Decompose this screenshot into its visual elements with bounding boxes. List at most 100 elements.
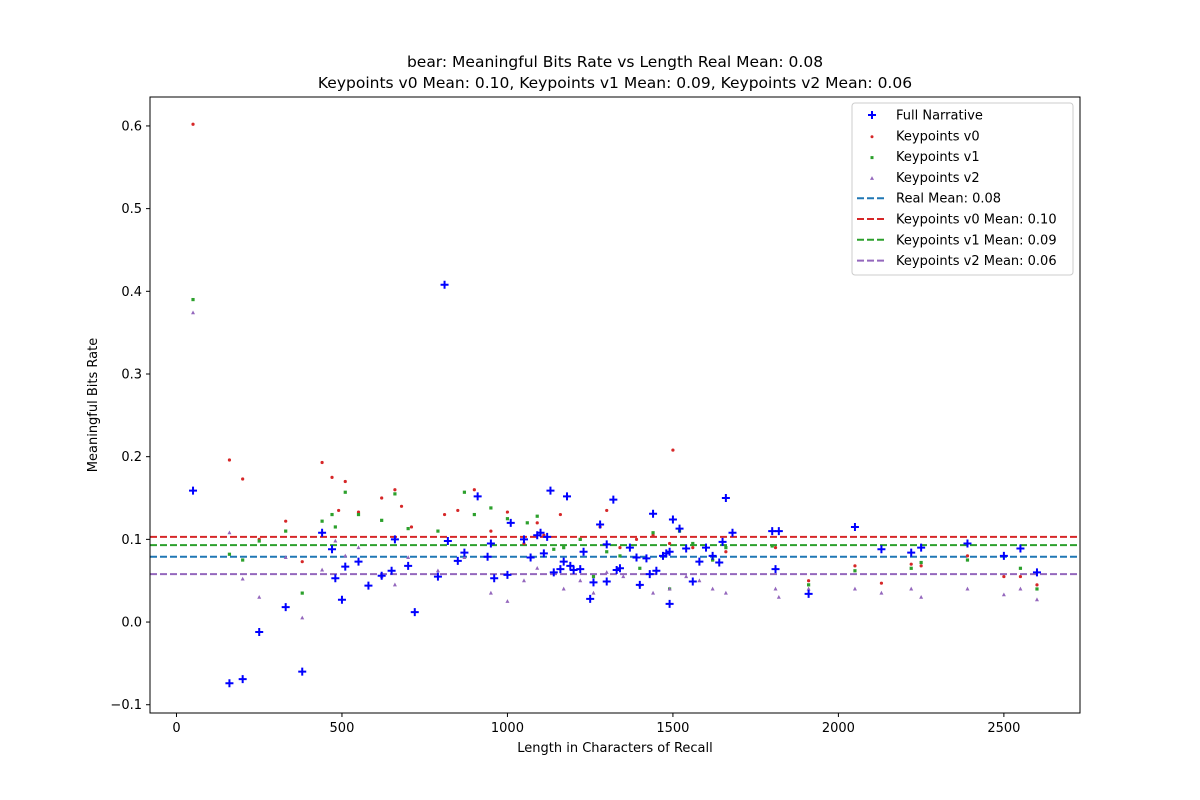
data-point-plus bbox=[387, 566, 396, 575]
data-point-plus bbox=[708, 551, 717, 560]
data-point-plus bbox=[632, 553, 641, 562]
data-point-square bbox=[807, 583, 811, 587]
data-point-plus bbox=[460, 548, 469, 557]
data-point-plus bbox=[328, 545, 337, 554]
x-tick-label: 2500 bbox=[987, 721, 1020, 736]
data-point-plus bbox=[615, 564, 624, 573]
data-point-square bbox=[257, 539, 261, 543]
legend-entry-label: Keypoints v0 Mean: 0.10 bbox=[896, 213, 1057, 228]
data-point-dot bbox=[456, 508, 460, 513]
data-point-triangle bbox=[710, 586, 715, 591]
data-point-dot bbox=[1002, 574, 1006, 579]
data-point-triangle bbox=[909, 586, 914, 591]
data-point-triangle bbox=[1018, 586, 1023, 591]
data-point-triangle bbox=[621, 574, 626, 579]
data-point-plus bbox=[255, 627, 264, 636]
data-point-plus bbox=[589, 578, 598, 587]
data-point-dot bbox=[284, 519, 288, 523]
data-point-triangle bbox=[240, 576, 245, 581]
x-tick-label: 1500 bbox=[656, 721, 689, 736]
data-point-square bbox=[724, 546, 728, 550]
plot-frame bbox=[149, 96, 1081, 714]
data-point-dot bbox=[965, 554, 970, 558]
data-point-triangle bbox=[684, 574, 689, 579]
data-point-plus bbox=[543, 532, 552, 541]
data-point-square bbox=[1018, 566, 1023, 570]
data-point-plus bbox=[433, 572, 442, 581]
data-point-plus bbox=[688, 577, 697, 586]
data-point-square bbox=[711, 558, 715, 562]
legend-marker-dot bbox=[870, 135, 874, 139]
data-point-plus bbox=[546, 486, 555, 495]
data-point-dot bbox=[330, 475, 334, 479]
data-point-triangle bbox=[723, 590, 728, 595]
data-point-triangle bbox=[227, 530, 232, 535]
data-point-square bbox=[191, 297, 195, 302]
data-point-triangle bbox=[191, 310, 196, 315]
data-point-plus bbox=[238, 675, 247, 684]
data-point-square bbox=[393, 492, 397, 496]
data-point-dot bbox=[442, 512, 447, 517]
x-tick-label: 1000 bbox=[491, 721, 524, 736]
data-point-plus bbox=[354, 557, 363, 566]
data-point-plus bbox=[503, 570, 512, 579]
data-point-square bbox=[241, 558, 245, 562]
y-tick-label: −0.1 bbox=[110, 698, 142, 713]
data-point-square bbox=[320, 519, 324, 523]
legend-entry-label: Keypoints v2 bbox=[896, 171, 980, 186]
data-point-triangle bbox=[435, 568, 440, 573]
legend-entry-label: Keypoints v1 bbox=[896, 150, 980, 165]
data-point-square bbox=[1035, 587, 1039, 591]
data-point-triangle bbox=[1001, 592, 1006, 597]
data-point-plus bbox=[298, 667, 307, 676]
legend-marker-plus bbox=[868, 111, 876, 119]
data-point-plus bbox=[331, 574, 340, 583]
y-tick-label: 0.5 bbox=[121, 202, 142, 217]
data-point-plus bbox=[999, 551, 1008, 560]
data-point-plus bbox=[721, 494, 730, 503]
data-point-square bbox=[300, 591, 304, 595]
data-point-triangle bbox=[852, 586, 857, 591]
legend: Full Narrative Keypoints v0 Keypoints v1 Ke… bbox=[851, 102, 1074, 276]
data-point-plus bbox=[642, 554, 651, 563]
data-point-square bbox=[552, 547, 556, 551]
data-point-plus bbox=[225, 679, 234, 688]
data-point-dot bbox=[879, 581, 884, 585]
data-point-square bbox=[591, 574, 596, 579]
x-tick-label: 500 bbox=[330, 721, 355, 736]
data-point-dot bbox=[399, 504, 404, 508]
data-point-square bbox=[330, 512, 334, 517]
data-point-plus bbox=[404, 561, 413, 570]
data-point-square bbox=[651, 531, 655, 535]
data-point-plus bbox=[576, 565, 585, 574]
data-point-triangle bbox=[697, 578, 702, 583]
data-point-dot bbox=[343, 479, 347, 484]
x-tick-label: 0 bbox=[172, 721, 180, 736]
data-point-plus bbox=[337, 595, 346, 604]
data-point-dot bbox=[909, 562, 913, 566]
data-point-plus bbox=[645, 570, 654, 579]
data-point-dot bbox=[300, 560, 304, 564]
data-point-triangle bbox=[356, 545, 361, 550]
data-point-triangle bbox=[651, 590, 656, 595]
data-point-triangle bbox=[406, 555, 411, 560]
data-point-dot bbox=[634, 537, 639, 541]
data-point-plus bbox=[566, 561, 575, 570]
data-point-dot bbox=[671, 448, 675, 452]
data-point-plus bbox=[652, 566, 661, 575]
data-point-dot bbox=[651, 533, 655, 537]
data-point-triangle bbox=[773, 586, 778, 591]
data-point-plus bbox=[804, 589, 813, 598]
data-point-plus bbox=[390, 535, 399, 544]
data-point-plus bbox=[1032, 568, 1041, 577]
data-point-square bbox=[436, 529, 440, 533]
legend-entry-label: Real Mean: 0.08 bbox=[896, 192, 1001, 207]
data-point-plus bbox=[559, 557, 568, 566]
data-point-dot bbox=[1035, 583, 1039, 587]
y-tick-label: 0.2 bbox=[121, 450, 142, 465]
x-axis-label: Length in Characters of Recall bbox=[517, 741, 713, 756]
data-point-square bbox=[525, 521, 529, 525]
data-point-triangle bbox=[300, 615, 305, 620]
data-point-triangle bbox=[320, 567, 325, 572]
y-tick-label: 0.4 bbox=[121, 285, 142, 300]
